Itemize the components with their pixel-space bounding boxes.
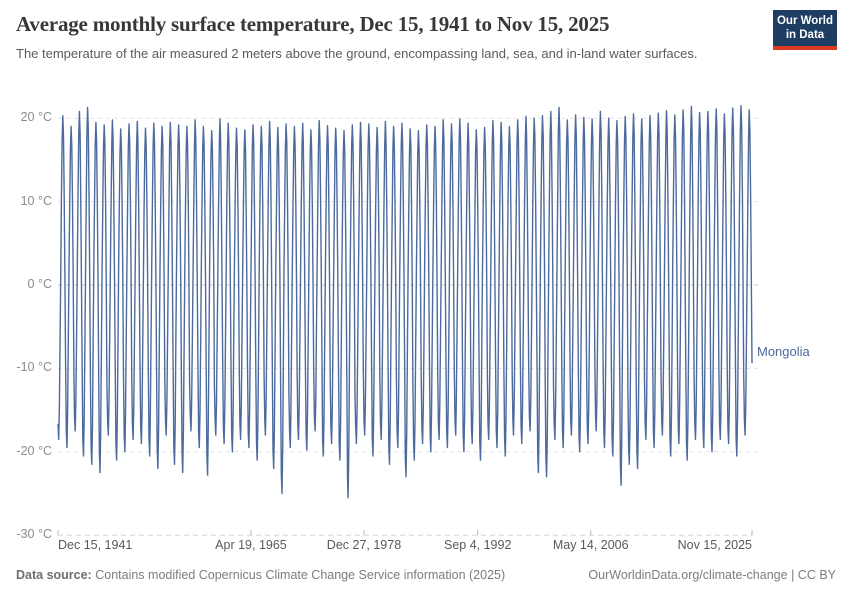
- y-axis-tick-label: 20 °C: [20, 110, 52, 125]
- owid-logo-line1: Our World: [776, 15, 833, 27]
- data-source-label: Data source:: [16, 568, 92, 582]
- page-title: Average monthly surface temperature, Dec…: [16, 12, 610, 36]
- y-axis-tick-label: -10 °C: [16, 360, 52, 375]
- x-axis-tick-label: Dec 15, 1941: [58, 538, 133, 552]
- attribution-separator: |: [791, 568, 795, 582]
- series-line-mongolia[interactable]: [57, 104, 753, 499]
- attribution-note: OurWorldinData.org/climate-change | CC B…: [588, 568, 836, 582]
- x-axis-tick-label: Apr 19, 1965: [215, 538, 287, 552]
- y-axis-tick-label: 0 °C: [27, 277, 52, 291]
- chart-subtitle: The temperature of the air measured 2 me…: [16, 46, 698, 61]
- attribution-link[interactable]: OurWorldinData.org/climate-change: [588, 568, 788, 582]
- series-label-mongolia[interactable]: Mongolia: [757, 344, 810, 359]
- data-source-text: Contains modified Copernicus Climate Cha…: [95, 568, 506, 582]
- y-axis-tick-label: -20 °C: [16, 443, 52, 458]
- x-axis-tick-label: Dec 27, 1978: [326, 538, 402, 552]
- owid-logo-line2: in Data: [785, 28, 825, 41]
- y-axis-tick-label: 10 °C: [20, 193, 52, 208]
- owid-logo: Our World in Data: [773, 10, 837, 50]
- data-source-note: Data source: Contains modified Copernicu…: [16, 568, 505, 582]
- x-axis-tick-label: Sep 4, 1992: [443, 538, 512, 552]
- x-axis-tick-label: Nov 15, 2025: [677, 538, 752, 552]
- y-axis-tick-label: -30 °C: [16, 527, 52, 542]
- x-axis-tick-label: May 14, 2006: [552, 538, 629, 552]
- license-label: CC BY: [797, 568, 836, 582]
